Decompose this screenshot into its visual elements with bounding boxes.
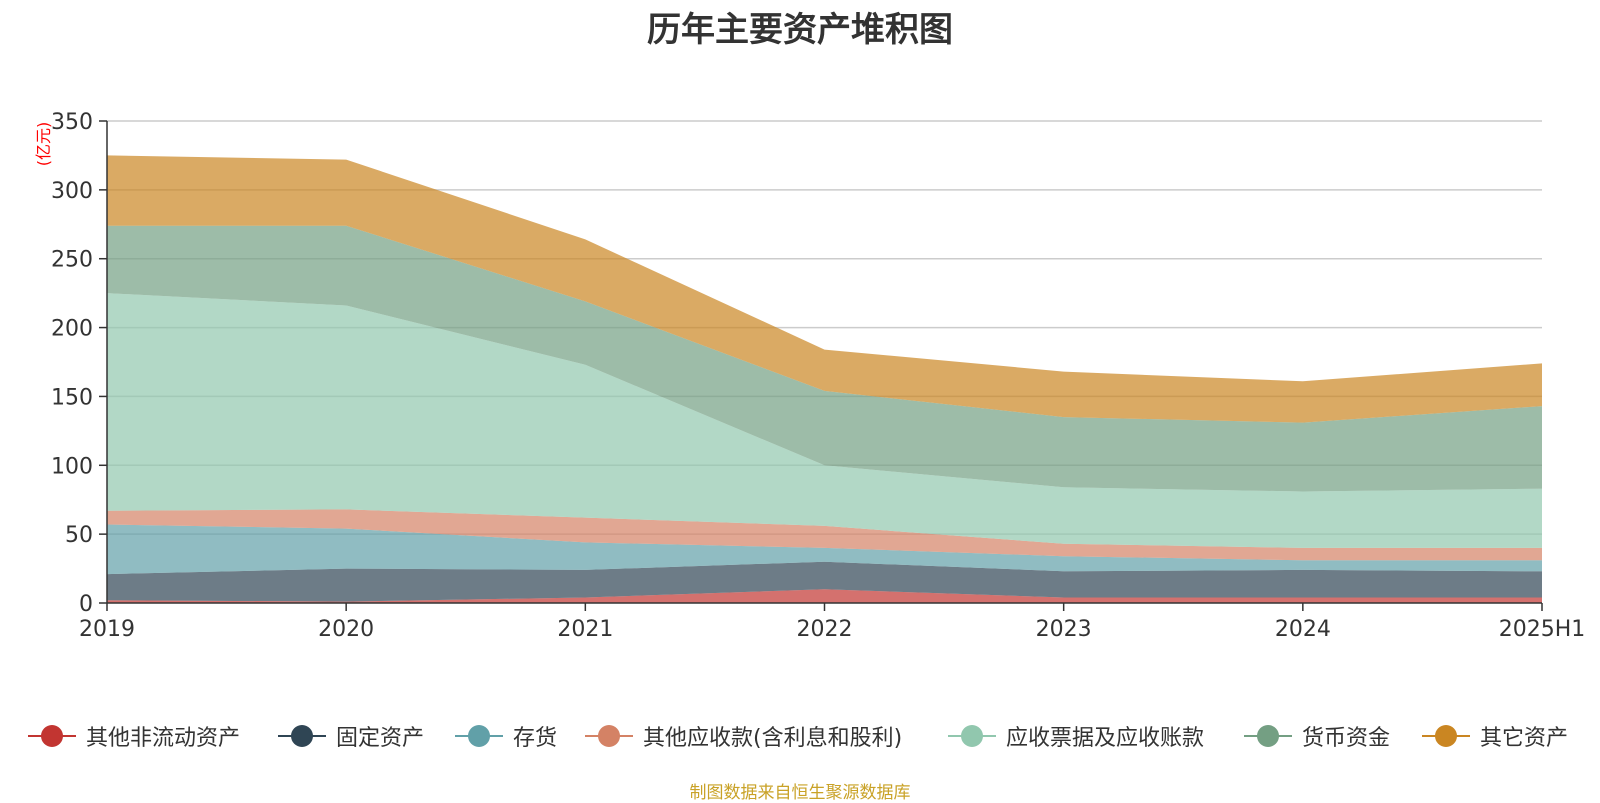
x-tick-label: 2019 xyxy=(79,617,135,642)
legend-label: 其它资产 xyxy=(1480,726,1569,751)
legend-label: 存货 xyxy=(513,726,558,751)
legend-item[interactable]: 其它资产 xyxy=(1422,718,1568,754)
area-series-2[interactable] xyxy=(107,561,1542,602)
legend-marker-icon xyxy=(948,718,996,754)
y-tick-label: 150 xyxy=(51,385,93,410)
legend-label: 货币资金 xyxy=(1302,726,1391,751)
legend-item[interactable]: 货币资金 xyxy=(1244,718,1390,754)
area-series-6[interactable] xyxy=(107,225,1542,492)
area-series xyxy=(107,155,1542,603)
legend-marker-icon xyxy=(455,718,503,754)
y-tick-label: 250 xyxy=(51,248,93,273)
x-tick-label: 2023 xyxy=(1036,617,1092,642)
x-tick-label: 2021 xyxy=(557,617,613,642)
x-tick-label: 2022 xyxy=(797,617,853,642)
legend-label: 其他应收款(含利息和股利) xyxy=(643,726,903,751)
x-tick-label: 2020 xyxy=(318,617,374,642)
legend-label: 固定资产 xyxy=(336,726,425,751)
x-tick-label: 2025H1 xyxy=(1499,617,1586,642)
legend-item[interactable]: 其他非流动资产 xyxy=(28,718,240,754)
area-series-7[interactable] xyxy=(107,155,1542,423)
legend-marker-icon xyxy=(1422,718,1470,754)
legend-marker-icon xyxy=(28,718,76,754)
y-tick-label: 0 xyxy=(79,592,93,617)
y-tick-label: 100 xyxy=(51,454,93,479)
legend-item[interactable]: 存货 xyxy=(455,718,557,754)
chart-title: 历年主要资产堆积图 xyxy=(647,10,953,50)
x-tick-label: 2024 xyxy=(1275,617,1331,642)
legend-item[interactable]: 固定资产 xyxy=(278,718,424,754)
legend-item[interactable]: 应收票据及应收账款 xyxy=(948,718,1204,754)
legend-label: 其他非流动资产 xyxy=(86,726,241,751)
area-series-4[interactable] xyxy=(107,509,1542,561)
source-note: 制图数据来自恒生聚源数据库 xyxy=(689,783,911,803)
area-series-5[interactable] xyxy=(107,293,1542,548)
y-tick-label: 200 xyxy=(51,317,93,342)
axes: 0 50 100 150 200 250 300 350 2019 2020 2021 2022 202… xyxy=(51,110,1585,642)
legend-item[interactable]: 其他应收款(含利息和股利) xyxy=(585,718,902,754)
legend-marker-icon xyxy=(1244,718,1292,754)
legend-label: 应收票据及应收账款 xyxy=(1006,726,1205,751)
y-tick-label: 350 xyxy=(51,110,93,135)
y-tick-label: 50 xyxy=(65,523,93,548)
y-axis-label: (亿元) xyxy=(34,122,53,167)
legend-marker-icon xyxy=(278,718,326,754)
legend-marker-icon xyxy=(585,718,633,754)
y-tick-label: 300 xyxy=(51,179,93,204)
area-series-3[interactable] xyxy=(107,524,1542,575)
legend: 其他非流动资产 固定资产 存货 其他应收款(含利息和股利) 应收票据及应收账款 货币资金 其… xyxy=(0,718,1600,754)
